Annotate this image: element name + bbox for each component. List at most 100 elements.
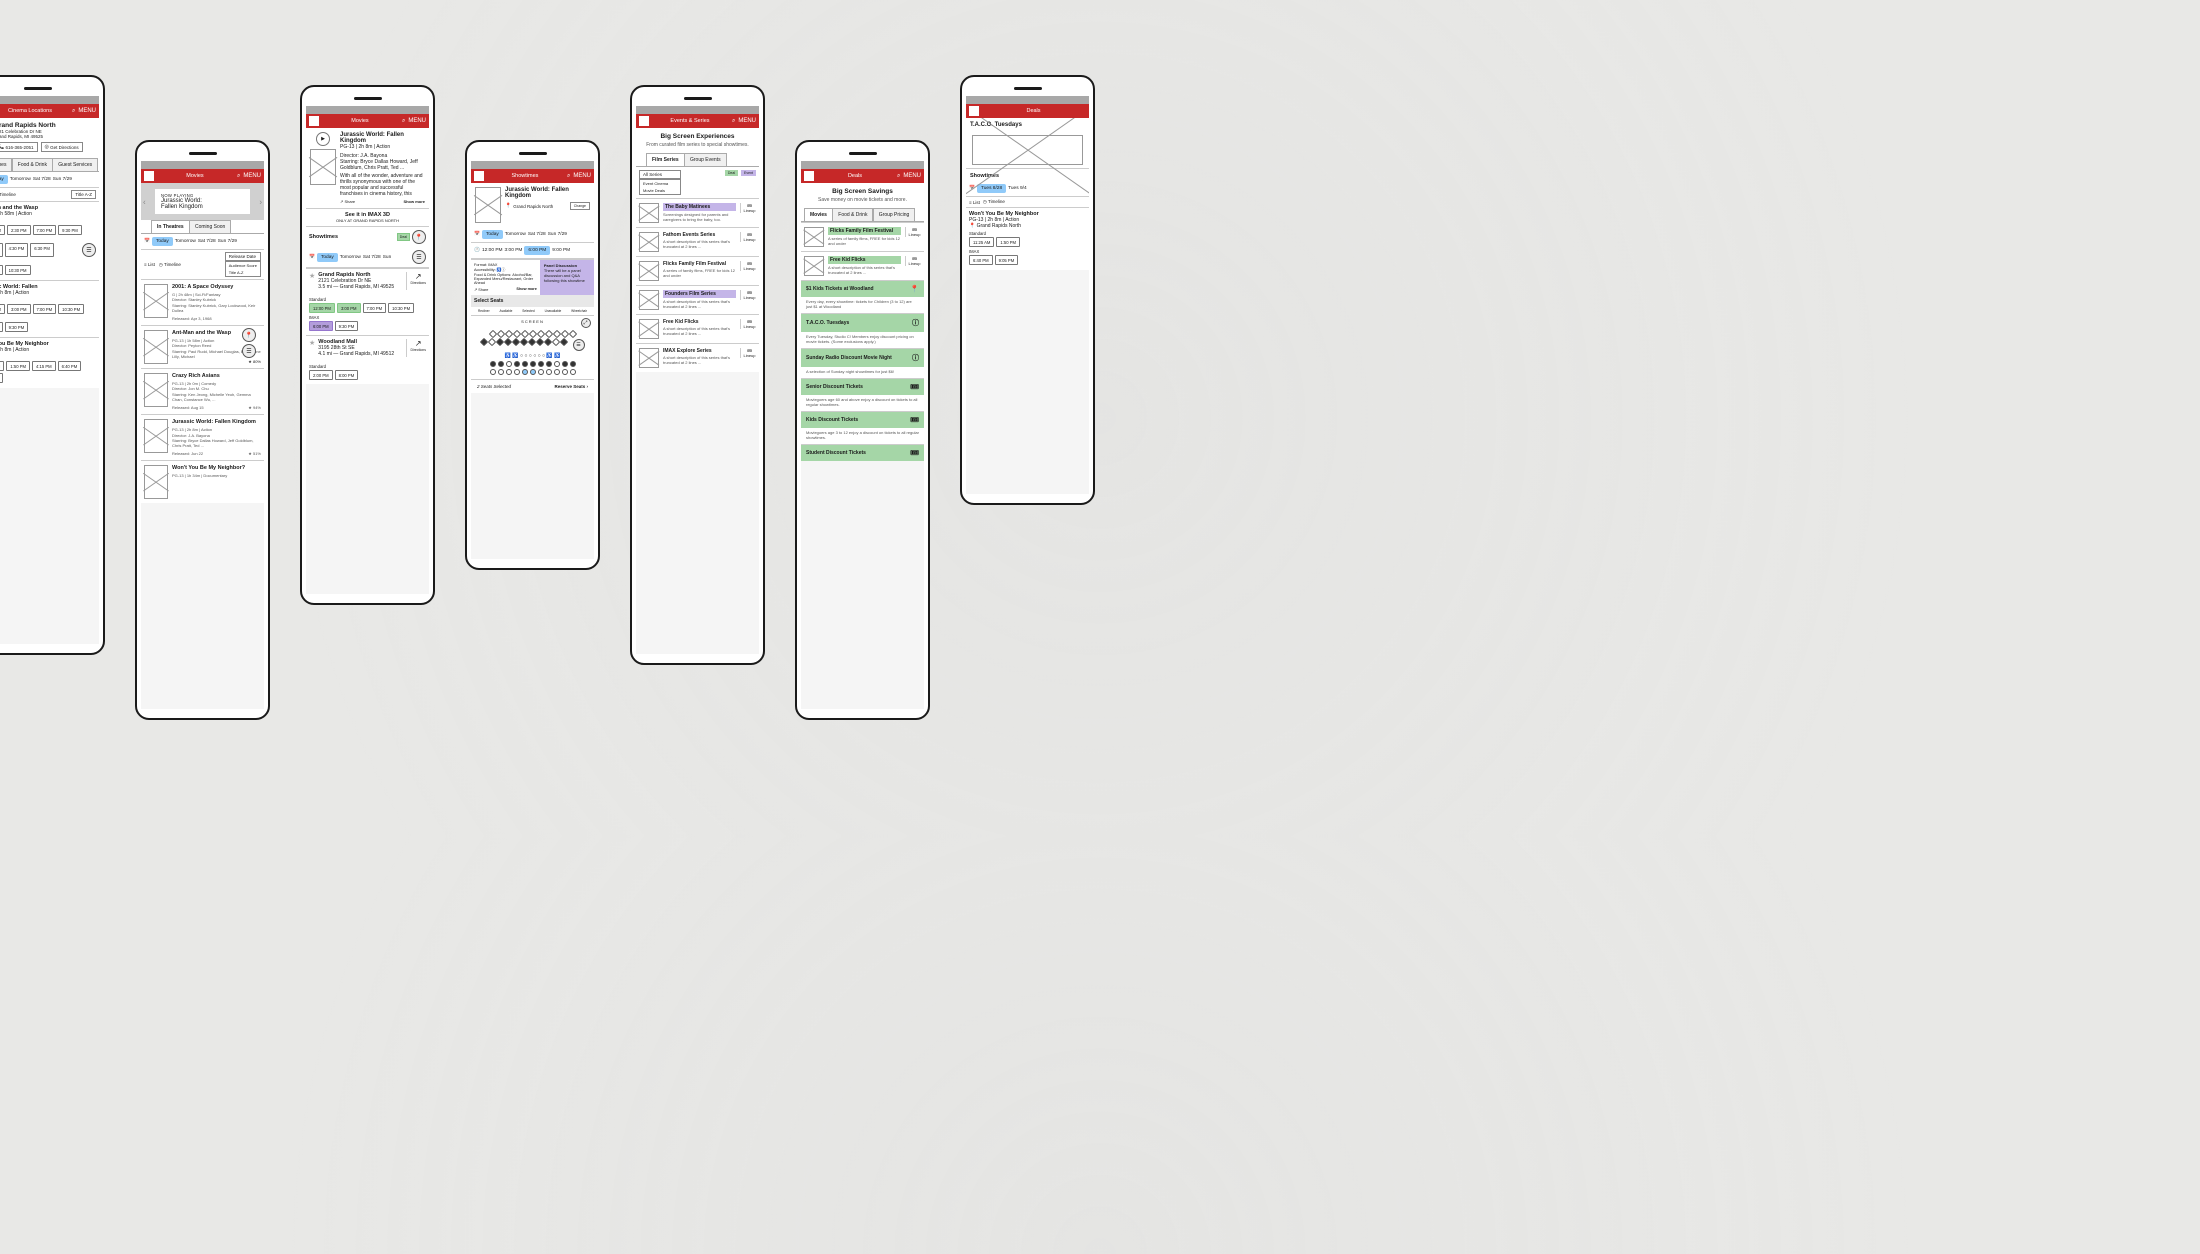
seat[interactable]	[506, 361, 512, 367]
star-icon[interactable]: ★	[309, 339, 315, 357]
seat[interactable]	[528, 330, 536, 338]
seat[interactable]	[559, 338, 567, 346]
directions-button[interactable]: ◎ Get Directions	[41, 142, 83, 152]
seat[interactable]	[546, 361, 552, 367]
movie-item[interactable]: Jurassic World: Fallen Kingdom PG-13 | 2…	[141, 414, 264, 460]
seat[interactable]	[562, 361, 568, 367]
date-option[interactable]: Sun	[383, 255, 392, 260]
seat[interactable]	[519, 338, 527, 346]
tab-movies[interactable]: Movies	[804, 208, 833, 221]
deal-band[interactable]: Sunday Radio Discount Movie Nightⓘ	[801, 348, 924, 367]
showtime[interactable]: 2:30 PM	[7, 225, 31, 235]
showtime[interactable]: 6:40 PM	[58, 361, 82, 371]
show-more-link[interactable]: Show more	[403, 199, 425, 204]
showtime[interactable]: 7:00 PM	[363, 303, 387, 313]
showtime[interactable]: 1:45 PM	[0, 243, 3, 257]
showtime[interactable]: 9:05 PM	[0, 373, 3, 383]
date-option[interactable]: Sun 7/29	[218, 239, 237, 244]
play-icon[interactable]: ▶	[316, 132, 330, 146]
showtime[interactable]: 9:05 PM	[995, 255, 1019, 265]
showtime[interactable]: 9:30 PM	[5, 322, 29, 332]
seat[interactable]	[538, 369, 544, 375]
seat-selected[interactable]	[522, 369, 528, 375]
showtime[interactable]: 6:00 PM	[309, 321, 333, 331]
showtime[interactable]: 11:25 AM	[0, 361, 4, 371]
lineup-link[interactable]: 🎟Lineup	[740, 261, 756, 271]
date-option[interactable]: Sat 7/28	[198, 239, 216, 244]
sort-option[interactable]: Audience Score	[226, 262, 260, 269]
showtime[interactable]: 1:50 PM	[6, 361, 30, 371]
share-link[interactable]: Share	[478, 288, 488, 292]
showtime[interactable]: 12:00 PM	[0, 225, 5, 235]
seat-selected[interactable]	[530, 369, 536, 375]
seat[interactable]	[536, 330, 544, 338]
menu-button[interactable]: MENU	[738, 118, 756, 124]
showtime[interactable]: 2:00 PM	[309, 370, 333, 380]
map-pin-icon[interactable]: 📍	[242, 328, 256, 342]
tab-food[interactable]: Food & Drink	[832, 208, 873, 221]
series-item[interactable]: Fathom Events Series A short description…	[636, 227, 759, 256]
map-pin-icon[interactable]: 📍	[412, 230, 426, 244]
movie-item[interactable]: Ant-Man and the Wasp PG-13 | 1h 58m | Ac…	[141, 325, 264, 368]
lineup-link[interactable]: 🎟Lineup	[740, 203, 756, 213]
deal-band[interactable]: Kids Discount Tickets🎟	[801, 411, 924, 428]
date-option[interactable]: Sat 7/28	[528, 232, 546, 237]
search-icon[interactable]: ⌕	[72, 108, 75, 115]
date-today[interactable]: Today	[152, 237, 173, 246]
date-today[interactable]: Today	[0, 175, 8, 184]
showtime[interactable]: 1:50 PM	[996, 237, 1020, 247]
tab-coming-soon[interactable]: Coming Soon	[189, 220, 231, 233]
filter-option[interactable]: Movie Deals	[640, 187, 680, 194]
tab-showtimes[interactable]: Showtimes	[0, 158, 12, 171]
series-item[interactable]: Free Kid Flicks A short description of t…	[636, 314, 759, 343]
movie-item[interactable]: Won't You Be My Neighbor? PG-13 | 1h 34m…	[141, 460, 264, 503]
deal-band[interactable]: $1 Kids Tickets at Woodland📍	[801, 280, 924, 297]
series-item[interactable]: Flicks Family Film Festival A series of …	[636, 256, 759, 285]
seat[interactable]	[543, 338, 551, 346]
filter-select[interactable]: All Series	[639, 170, 681, 179]
series-item[interactable]: The Baby Matinees Screenings designed fo…	[636, 198, 759, 227]
seat[interactable]	[562, 369, 568, 375]
seat[interactable]	[512, 330, 520, 338]
lineup-link[interactable]: 🎟Lineup	[740, 232, 756, 242]
menu-button[interactable]: MENU	[903, 173, 921, 179]
menu-button[interactable]: MENU	[408, 118, 426, 124]
seat[interactable]	[514, 369, 520, 375]
showtime[interactable]: 10:30 PM	[388, 303, 414, 313]
date-option[interactable]: Tomorrow	[10, 177, 31, 182]
showtime[interactable]: 9:30 PM	[335, 321, 359, 331]
seat[interactable]	[554, 361, 560, 367]
seat[interactable]	[514, 361, 520, 367]
directions-icon[interactable]: ↗	[410, 272, 426, 281]
expand-icon[interactable]: ⤢	[581, 318, 591, 328]
showtime[interactable]: 10:30 PM	[5, 265, 31, 275]
date-today[interactable]: Today	[482, 230, 503, 239]
search-icon[interactable]: ⌕	[402, 118, 405, 125]
movie-item[interactable]: 2001: A Space Odyssey G | 2h 48m | Sci-F…	[141, 279, 264, 325]
filter-icon[interactable]: ☰	[573, 339, 585, 351]
showtime[interactable]: 3:00 PM	[7, 304, 31, 314]
showtime[interactable]: 8:00 PM	[0, 265, 3, 275]
tab-in-theatres[interactable]: In Theatres	[151, 220, 190, 233]
date-option[interactable]: Sun 7/29	[548, 232, 567, 237]
date-option[interactable]: Tues 9/4	[1008, 186, 1027, 191]
showtime[interactable]: 6:00 PM	[0, 322, 3, 332]
next-arrow-icon[interactable]: ›	[259, 197, 262, 206]
date-today[interactable]: Today	[317, 253, 338, 262]
seat[interactable]	[496, 330, 504, 338]
seat[interactable]	[490, 369, 496, 375]
prev-arrow-icon[interactable]: ‹	[143, 197, 146, 206]
seat[interactable]	[544, 330, 552, 338]
date-selected[interactable]: Tues 8/28	[977, 184, 1006, 193]
showtime[interactable]: 6:30 PM	[30, 243, 54, 257]
seat[interactable]	[554, 369, 560, 375]
menu-button[interactable]: MENU	[243, 173, 261, 179]
seat[interactable]	[535, 338, 543, 346]
directions-icon[interactable]: ↗	[410, 339, 426, 348]
seat[interactable]	[490, 361, 496, 367]
showtime[interactable]: 10:30 PM	[58, 304, 84, 314]
deal-band[interactable]: T.A.C.O. Tuesdaysⓘ	[801, 313, 924, 332]
lineup-link[interactable]: 🎟Lineup	[905, 256, 921, 266]
deal-item[interactable]: Flicks Family Film Festival A series of …	[801, 222, 924, 251]
search-icon[interactable]: ⌕	[567, 173, 570, 180]
